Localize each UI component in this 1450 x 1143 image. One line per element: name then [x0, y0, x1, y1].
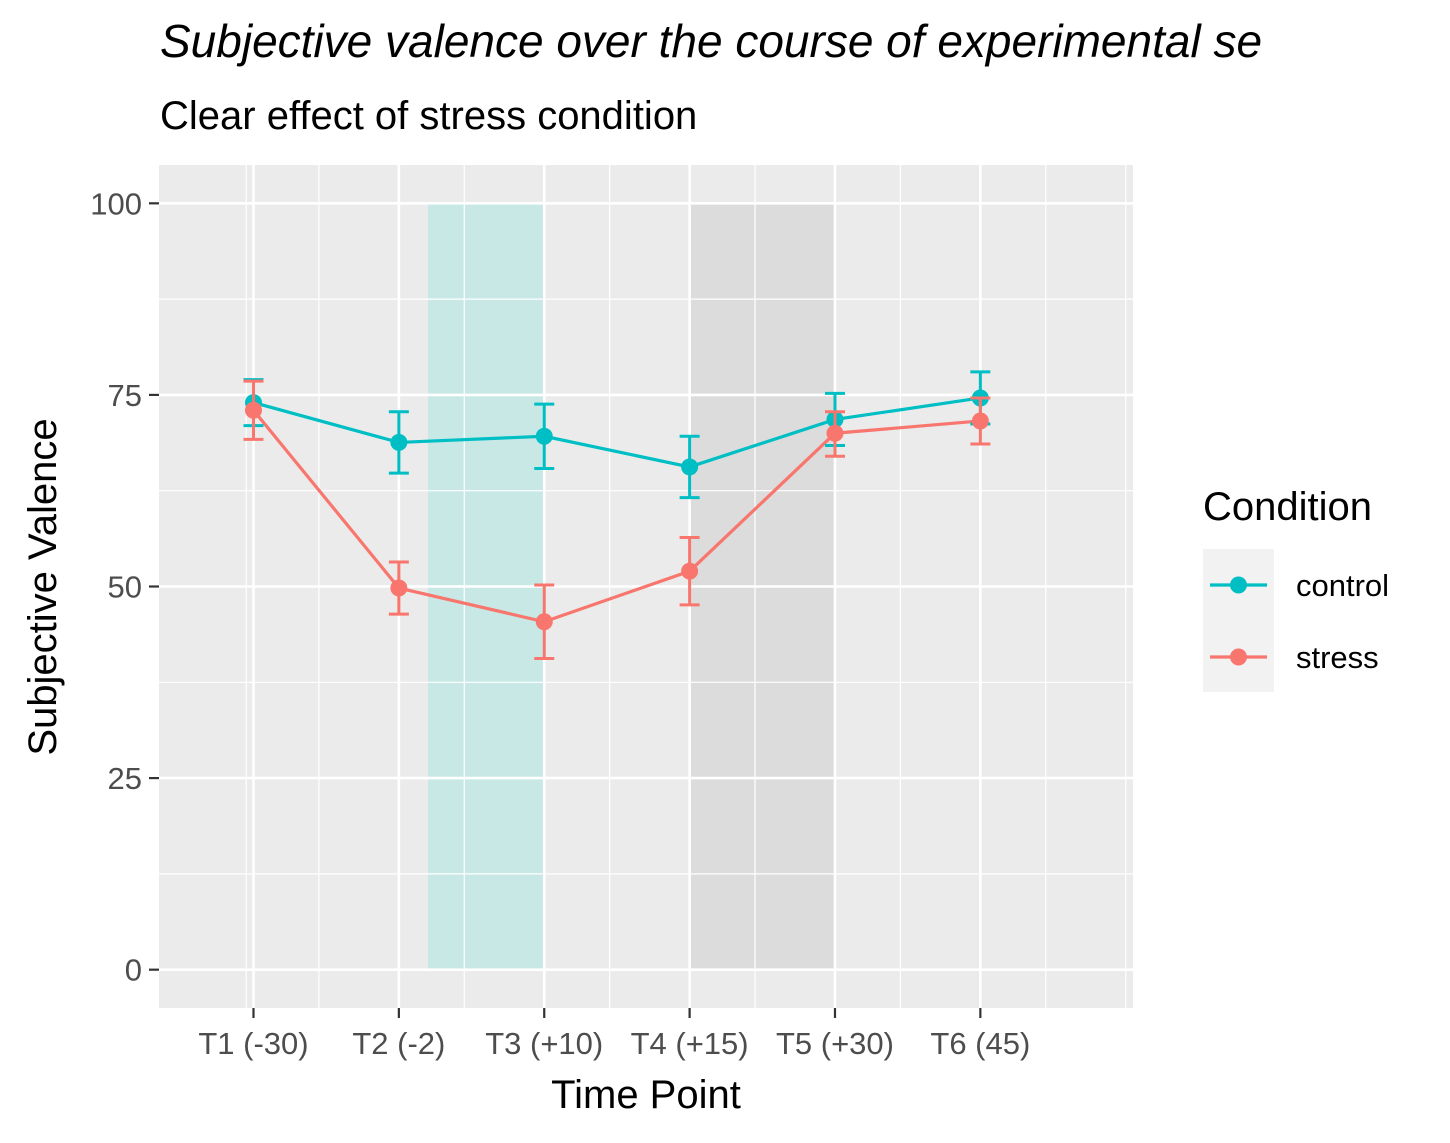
chart-title: Subjective valence over the course of ex…: [160, 15, 1263, 67]
y-tick-label: 100: [90, 186, 142, 221]
data-point-stress: [681, 562, 699, 580]
x-tick-label: T6 (45): [930, 1026, 1030, 1061]
legend-title: Condition: [1203, 485, 1372, 529]
legend-key-point-control: [1230, 576, 1247, 594]
series-line-stress: [252, 409, 981, 624]
x-tick-label: T2 (-2): [352, 1026, 445, 1061]
series-line-control: [253, 396, 981, 469]
y-tick-label: 75: [108, 378, 142, 413]
data-point-control: [535, 427, 553, 445]
chart-subtitle: Clear effect of stress condition: [160, 94, 698, 138]
x-tick-label: T3 (+10): [485, 1026, 603, 1061]
x-tick-label: T1 (-30): [198, 1026, 308, 1061]
legend-key-bg: [1203, 549, 1274, 692]
data-point-stress: [244, 401, 262, 419]
legend-label-control: control: [1296, 568, 1389, 603]
y-tick-label: 25: [108, 761, 142, 796]
y-tick-label: 0: [125, 953, 142, 988]
data-point-control: [681, 458, 699, 476]
data-point-stress: [971, 412, 989, 430]
data-point-control: [390, 433, 408, 451]
data-point-stress: [390, 579, 408, 597]
x-tick-label: T4 (+15): [631, 1026, 749, 1061]
data-point-stress: [535, 613, 553, 631]
x-tick-label: T5 (+30): [776, 1026, 894, 1061]
legend-label-stress: stress: [1296, 640, 1379, 675]
legend-key-point-stress: [1230, 648, 1247, 666]
y-axis-title: Subjective Valence: [21, 418, 65, 755]
data-point-stress: [826, 424, 844, 442]
y-tick-label: 50: [108, 570, 142, 605]
x-axis-title: Time Point: [551, 1073, 741, 1117]
